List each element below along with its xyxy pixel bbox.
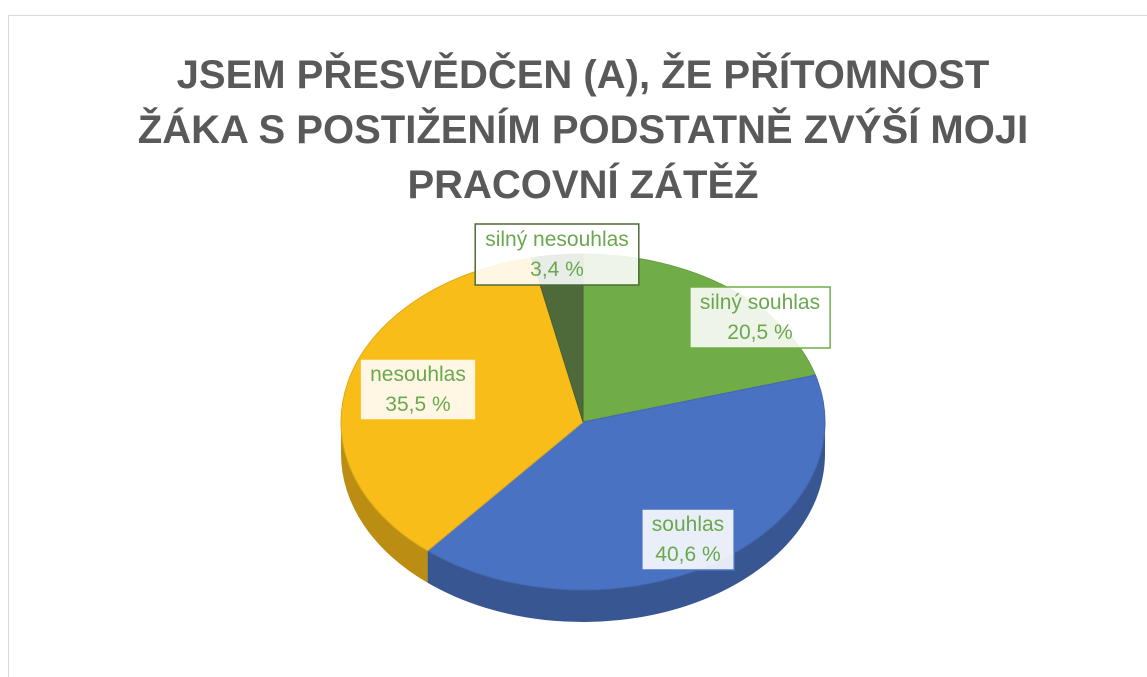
data-labels: silný souhlas 20,5 % souhlas 40,6 % nesouhla… — [359, 223, 831, 571]
pie-sides — [341, 422, 825, 622]
label-box — [474, 223, 640, 286]
chart-title: JSEM PŘESVĚDČEN (A), ŽE PŘÍTOMNOST — [177, 51, 990, 97]
label-category: silný nesouhlas — [485, 228, 629, 251]
label-box — [641, 508, 735, 571]
label-value: 35,5 % — [385, 393, 450, 416]
label-box — [689, 286, 831, 349]
chart-title: PRACOVNÍ ZÁTĚŽ — [407, 161, 758, 207]
chart-title: ŽÁKA S POSTIŽENÍM PODSTATNĚ ZVÝŠÍ MOJI — [138, 106, 1028, 152]
label-category: souhlas — [652, 513, 724, 536]
label-category: nesouhlas — [370, 363, 466, 386]
data-label: silný nesouhlas 3,4 % — [485, 228, 629, 281]
label-box — [359, 358, 477, 421]
data-label: nesouhlas 35,5 % — [370, 363, 466, 416]
slice-side — [427, 422, 825, 622]
label-value: 40,6 % — [655, 543, 720, 566]
data-label: silný souhlas 20,5 % — [700, 291, 820, 344]
label-value: 3,4 % — [530, 258, 584, 281]
label-value: 20,5 % — [727, 321, 792, 344]
data-label: souhlas 40,6 % — [652, 513, 724, 566]
slice-side — [341, 422, 428, 583]
title-group: JSEM PŘESVĚDČEN (A), ŽE PŘÍTOMNOST ŽÁKA S… — [138, 51, 1028, 207]
label-category: silný souhlas — [700, 291, 820, 314]
